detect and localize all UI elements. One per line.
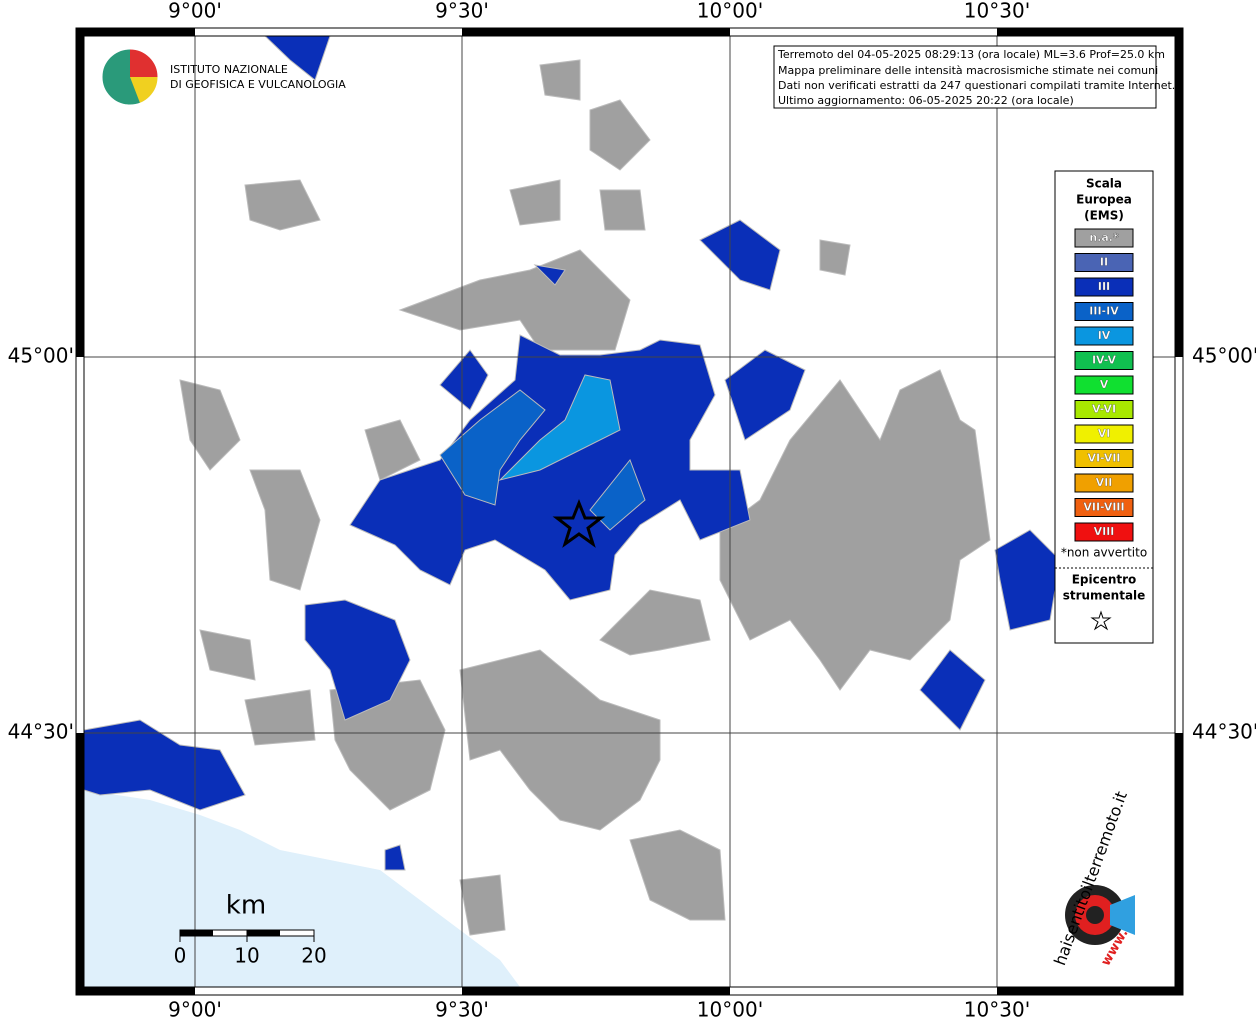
logo-text: DI GEOFISICA E VULCANOLOGIA [170, 78, 346, 91]
municipality-area [459, 874, 506, 936]
scale-label: 0 [174, 944, 187, 968]
municipality-area [599, 589, 711, 656]
legend-label: IV-V [1092, 354, 1117, 367]
axis-label: 10°30' [964, 998, 1030, 1022]
epicenter [552, 498, 606, 548]
legend-label: II [1100, 256, 1108, 269]
municipality-area [398, 249, 631, 351]
legend-swatch [1074, 351, 1134, 370]
axis-label: 9°00' [168, 998, 222, 1022]
legend-label: n.a.* [1089, 231, 1119, 244]
legend-swatch [1074, 424, 1134, 444]
logo-text: ISTITUTO NAZIONALE [170, 63, 288, 76]
municipality-area [919, 649, 986, 731]
municipality-area [599, 189, 646, 231]
municipality-area [724, 349, 806, 441]
legend-note: *non avvertito [1061, 546, 1147, 560]
legend-swatch [1074, 449, 1134, 468]
municipality-area [533, 264, 566, 286]
legend-label: VIII [1094, 525, 1115, 538]
axis-label: 10°30' [964, 0, 1030, 23]
legend-label: VI-VII [1087, 452, 1120, 465]
municipality-area [994, 529, 1061, 631]
legend-label: VII [1096, 476, 1113, 489]
legend-swatch [1074, 473, 1134, 493]
municipality-area [589, 99, 651, 171]
info-line: Ultimo aggiornamento: 06-05-2025 20:22 (… [778, 94, 1074, 107]
info-line: Dati non verificati estratti da 247 ques… [778, 79, 1175, 92]
legend-title: Europea [1076, 193, 1132, 207]
legend-title: (EMS) [1084, 209, 1124, 223]
legend-label: VI [1098, 427, 1111, 440]
municipality-area [249, 469, 321, 591]
municipality-area [439, 389, 546, 506]
legend-swatch [1074, 253, 1134, 272]
info-line: Terremoto del 04-05-2025 08:29:13 (ora l… [777, 48, 1165, 61]
legend-swatch [1074, 228, 1134, 248]
municipality-area [244, 689, 316, 746]
legend-label: III [1098, 280, 1110, 293]
scale-unit: km [226, 891, 266, 921]
legend-swatch [1074, 302, 1134, 321]
areas [83, 35, 1061, 936]
municipality-area [439, 349, 489, 411]
legend-swatch [1074, 522, 1134, 542]
axis-label: 9°00' [168, 0, 222, 23]
municipality-area [384, 844, 406, 871]
axis-label: 44°30' [1192, 720, 1256, 744]
axis-label: 9°30' [435, 0, 489, 23]
legend-label: IV [1098, 329, 1111, 342]
legend-swatch [1074, 400, 1134, 419]
legend-label: V [1100, 378, 1109, 391]
municipality-area [304, 599, 411, 721]
municipality-area [459, 649, 661, 831]
info-line: Mappa preliminare delle intensità macros… [778, 64, 1158, 77]
legend-title: Scala [1086, 177, 1122, 191]
legend-swatch [1074, 375, 1134, 395]
legend: Scala Europea (EMS) *non avvertito Epice… [1054, 170, 1154, 644]
scale-label: 10 [234, 944, 259, 968]
municipality-area [629, 829, 726, 921]
municipality-area [349, 334, 751, 601]
municipality-area [699, 219, 781, 291]
legend-swatch [1074, 326, 1134, 346]
legend-epicenter: Epicentro [1072, 573, 1137, 587]
scale-label: 20 [301, 944, 326, 968]
legend-label: V-VI [1092, 403, 1116, 416]
info-box: Terremoto del 04-05-2025 08:29:13 (ora l… [773, 45, 1175, 109]
axis-label: 10°00' [697, 0, 763, 23]
municipality-area [509, 179, 561, 226]
municipality-area [199, 629, 256, 681]
municipality-area [364, 419, 421, 481]
municipality-area [819, 239, 851, 276]
axis-label: 9°30' [435, 998, 489, 1022]
axis-label: 45°00' [8, 344, 74, 368]
sea [84, 790, 520, 987]
legend-swatch [1074, 498, 1134, 517]
axis-label: 44°30' [8, 720, 74, 744]
municipality-area [539, 59, 581, 101]
municipality-area [498, 374, 621, 481]
frame [75, 27, 1184, 996]
legend-swatch [1074, 277, 1134, 297]
logo: ISTITUTO NAZIONALE DI GEOFISICA E VULCAN… [101, 48, 346, 106]
legend-epicenter: strumentale [1063, 589, 1146, 603]
municipality-area [244, 179, 321, 231]
axis-label: 10°00' [697, 998, 763, 1022]
legend-label: VII-VIII [1083, 501, 1124, 514]
municipality-area [719, 369, 991, 691]
scale-bar: km 0 10 20 [174, 891, 327, 968]
graticule [84, 36, 1175, 987]
axis-label: 45°00' [1192, 344, 1256, 368]
legend-label: III-IV [1089, 305, 1119, 318]
municipality-area [589, 459, 646, 531]
